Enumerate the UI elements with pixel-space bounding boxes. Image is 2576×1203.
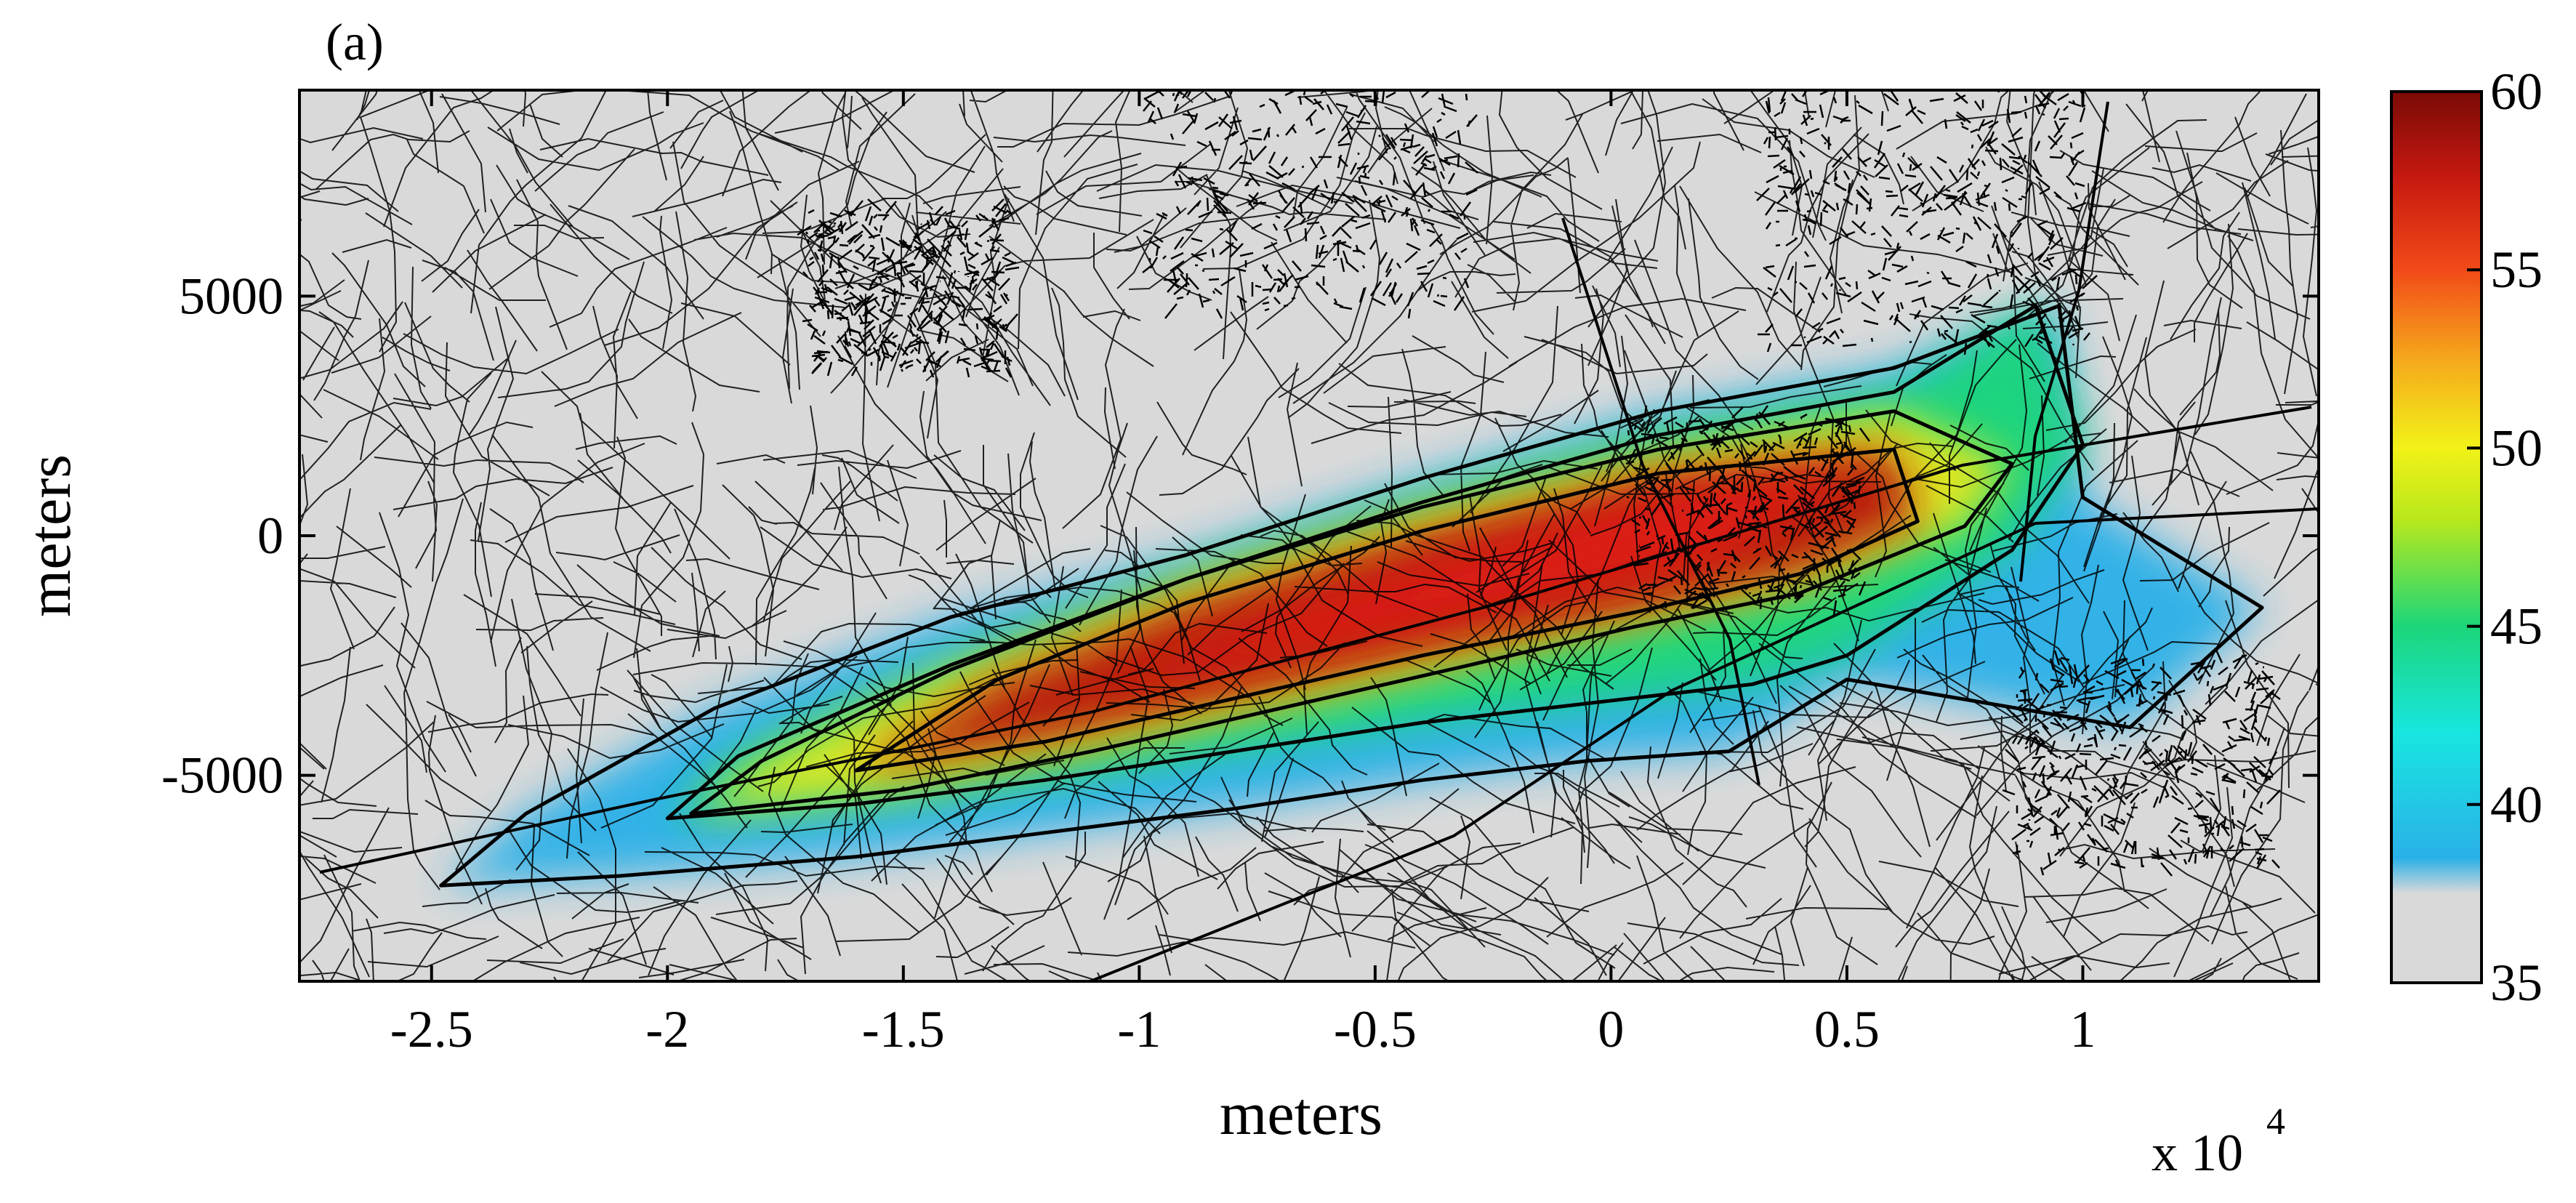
y-axis-label: meters	[16, 454, 84, 617]
x-tick-label: 1	[2069, 1000, 2096, 1058]
y-tick-label: 0	[257, 507, 283, 565]
highway	[1561, 217, 1760, 786]
colorbar-tick-label: 50	[2490, 419, 2543, 477]
highway	[1090, 507, 2319, 981]
urban-cluster	[1142, 90, 1478, 319]
colorbar: 60 55 50 45 40 35	[2390, 63, 2543, 1012]
colorbar-tick-label: 60	[2490, 63, 2543, 121]
colorbar-tick-label: 45	[2490, 598, 2543, 656]
colorbar-gradient	[2390, 90, 2483, 984]
contour-level-50	[689, 409, 2014, 816]
y-tick-label: 5000	[179, 267, 283, 325]
noise-level-bands	[440, 305, 2263, 886]
x-axis-ticks: -2.5 -2 -1.5 -1 -0.5 0 0.5 1	[390, 90, 2096, 1058]
x-tick-label: 0	[1598, 1000, 1624, 1058]
x-tick-label: -0.5	[1334, 1000, 1417, 1058]
map-plot-area	[299, 90, 2319, 981]
y-axis-ticks: 5000 0 -5000	[161, 267, 2319, 805]
highway	[319, 406, 2312, 874]
urban-cluster	[2002, 648, 2281, 877]
panel-label: (a)	[326, 13, 384, 71]
contour-level-40	[439, 304, 2264, 888]
x-tick-label: -1.5	[862, 1000, 945, 1058]
core-band	[1092, 464, 1871, 694]
x-axis-label: meters	[1220, 1080, 1382, 1148]
contour-level-55	[854, 447, 1920, 773]
x-axis-multiplier: x 10 4	[2152, 1101, 2285, 1182]
x-tick-label: -2	[645, 1000, 689, 1058]
colorbar-tick-label: 35	[2490, 954, 2543, 1012]
colorbar-ticks: 60 55 50 45 40 35	[2467, 63, 2543, 1012]
urban-cluster	[1625, 405, 1871, 616]
x-tick-label: -2.5	[390, 1000, 473, 1058]
colorbar-tick-label: 55	[2490, 241, 2543, 299]
x-tick-label: -1	[1117, 1000, 1161, 1058]
colorbar-tick-label: 40	[2490, 776, 2543, 834]
road-network	[299, 90, 2319, 981]
contour-lines	[439, 304, 2264, 888]
x-multiplier-base: x 10	[2152, 1124, 2243, 1182]
urban-cluster	[1756, 90, 2098, 355]
urban-cluster	[797, 198, 1020, 378]
x-multiplier-exponent: 4	[2266, 1101, 2285, 1143]
y-tick-label: -5000	[161, 747, 283, 805]
x-tick-label: 0.5	[1814, 1000, 1880, 1058]
